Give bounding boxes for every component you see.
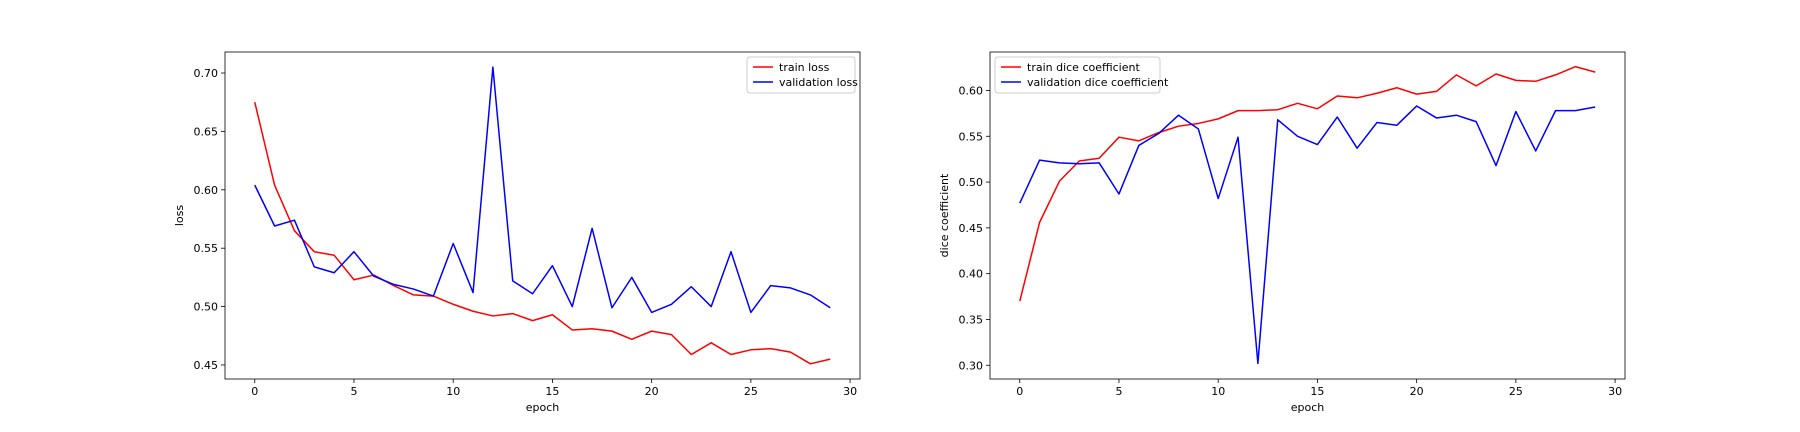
series-line-validation-dice-coefficient [1019, 105, 1596, 365]
x-tick-label: 0 [1016, 385, 1023, 398]
x-tick-label: 5 [1115, 385, 1122, 398]
x-tick-label: 15 [1310, 385, 1324, 398]
x-tick-label: 15 [545, 385, 559, 398]
y-tick-label: 0.70 [194, 67, 219, 80]
y-tick-label: 0.60 [959, 84, 984, 97]
legend-label: train loss [779, 61, 830, 74]
y-axis-label: loss [173, 205, 186, 227]
legend-label: validation dice coefficient [1027, 76, 1169, 89]
x-tick-label: 10 [1211, 385, 1225, 398]
legend-box [994, 56, 1161, 94]
y-axis-label: dice coefficient [938, 173, 951, 257]
y-tick-label: 0.50 [194, 301, 219, 314]
legend-label: train dice coefficient [1027, 61, 1140, 74]
dice-coefficient-chart: 0 5 10 15 20 25 30 0.30 0.35 0.40 0.45 0.50 0.55 0.60… [938, 51, 1626, 414]
legend-box [746, 56, 856, 94]
x-tick-label: 5 [350, 385, 357, 398]
legend: train loss validation loss [746, 56, 858, 94]
y-tick-label: 0.55 [959, 130, 984, 143]
y-tick-label: 0.65 [194, 125, 219, 138]
y-tick-label: 0.45 [194, 359, 219, 372]
y-tick-label: 0.35 [959, 313, 984, 326]
series-line-validation-loss [254, 66, 831, 314]
x-axis-label: epoch [1291, 401, 1325, 414]
series-line-train-loss [254, 102, 831, 365]
plot-frame [224, 51, 861, 380]
y-tick-label: 0.40 [959, 268, 984, 281]
legend-label: validation loss [779, 76, 858, 89]
loss-chart: 0 5 10 15 20 25 30 0.45 0.50 0.55 0.60 0.65 0.70 epoc… [173, 51, 861, 414]
plot-frame [989, 51, 1626, 380]
y-tick-label: 0.30 [959, 359, 984, 372]
x-tick-label: 0 [251, 385, 258, 398]
x-tick-label: 25 [744, 385, 758, 398]
x-tick-label: 25 [1509, 385, 1523, 398]
x-tick-label: 10 [446, 385, 460, 398]
y-tick-label: 0.45 [959, 222, 984, 235]
y-tick-label: 0.55 [194, 242, 219, 255]
x-tick-label: 20 [645, 385, 659, 398]
y-tick-label: 0.50 [959, 176, 984, 189]
x-tick-label: 20 [1410, 385, 1424, 398]
legend: train dice coefficient validation dice co… [994, 56, 1169, 94]
x-tick-label: 30 [843, 385, 857, 398]
x-axis-label: epoch [526, 401, 560, 414]
series-line-train-dice-coefficient [1019, 65, 1596, 302]
y-tick-label: 0.60 [194, 184, 219, 197]
x-tick-label: 30 [1608, 385, 1622, 398]
